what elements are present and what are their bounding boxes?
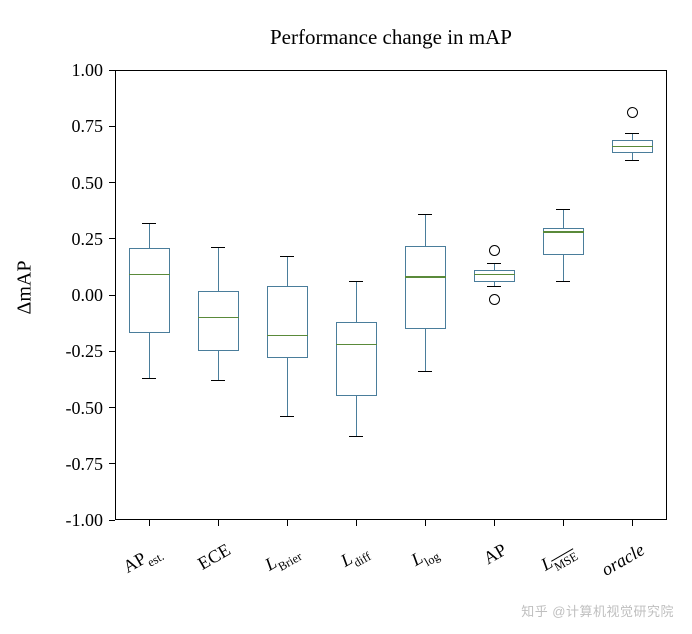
cap-low [142, 378, 156, 379]
ytick-label: 0.50 [53, 173, 103, 194]
cap-low [556, 281, 570, 282]
ytick-mark [109, 351, 115, 352]
cap-high [556, 209, 570, 210]
cap-low [625, 160, 639, 161]
ytick-mark [109, 182, 115, 183]
cap-low [487, 286, 501, 287]
ytick-label: -0.75 [53, 454, 103, 475]
cap-high [280, 256, 294, 257]
box [474, 270, 514, 281]
whisker-high [632, 133, 633, 140]
whisker-high [356, 282, 357, 323]
box [267, 286, 307, 358]
ytick-mark [109, 463, 115, 464]
ytick-label: 0.25 [53, 229, 103, 250]
ytick-mark [109, 70, 115, 71]
xtick-mark [632, 520, 633, 526]
cap-low [418, 371, 432, 372]
xtick-mark [356, 520, 357, 526]
cap-low [280, 416, 294, 417]
xtick-mark [218, 520, 219, 526]
cap-high [349, 281, 363, 282]
ytick-label: -1.00 [53, 510, 103, 531]
ytick-label: 1.00 [53, 60, 103, 81]
median [543, 231, 583, 232]
xtick-mark [287, 520, 288, 526]
whisker-high [494, 264, 495, 271]
watermark: 知乎 @计算机视觉研究院 [521, 601, 674, 620]
median [198, 317, 238, 318]
ytick-mark [109, 295, 115, 296]
whisker-low [356, 396, 357, 437]
xtick-mark [149, 520, 150, 526]
ytick-label: -0.25 [53, 341, 103, 362]
flier [489, 245, 500, 256]
ytick-label: -0.50 [53, 398, 103, 419]
whisker-high [563, 210, 564, 228]
ytick-mark [109, 407, 115, 408]
whisker-low [149, 333, 150, 378]
box [336, 322, 376, 396]
median [267, 335, 307, 336]
ytick-label: 0.00 [53, 285, 103, 306]
chart-container: Performance change in mAP ΔmAP 知乎 @计算机视觉… [0, 0, 692, 634]
ytick-mark [109, 126, 115, 127]
cap-high [211, 247, 225, 248]
cap-low [349, 436, 363, 437]
median [129, 274, 169, 275]
cap-low [211, 380, 225, 381]
whisker-low [425, 329, 426, 372]
chart-title: Performance change in mAP [115, 25, 667, 50]
ytick-label: 0.75 [53, 116, 103, 137]
cap-high [487, 263, 501, 264]
median [336, 344, 376, 345]
whisker-low [563, 255, 564, 282]
whisker-high [218, 248, 219, 291]
xtick-mark [494, 520, 495, 526]
median [474, 274, 514, 275]
whisker-low [287, 358, 288, 417]
box [405, 246, 445, 329]
cap-high [625, 133, 639, 134]
whisker-low [218, 351, 219, 380]
ytick-mark [109, 238, 115, 239]
cap-high [418, 214, 432, 215]
whisker-high [287, 257, 288, 286]
xtick-mark [425, 520, 426, 526]
cap-high [142, 223, 156, 224]
xtick-mark [563, 520, 564, 526]
median [405, 276, 445, 277]
y-axis-label: ΔmAP [14, 275, 37, 315]
whisker-high [149, 223, 150, 248]
flier [489, 294, 500, 305]
box [198, 291, 238, 352]
median [612, 146, 652, 147]
whisker-high [425, 214, 426, 246]
ytick-mark [109, 520, 115, 521]
box [129, 248, 169, 334]
